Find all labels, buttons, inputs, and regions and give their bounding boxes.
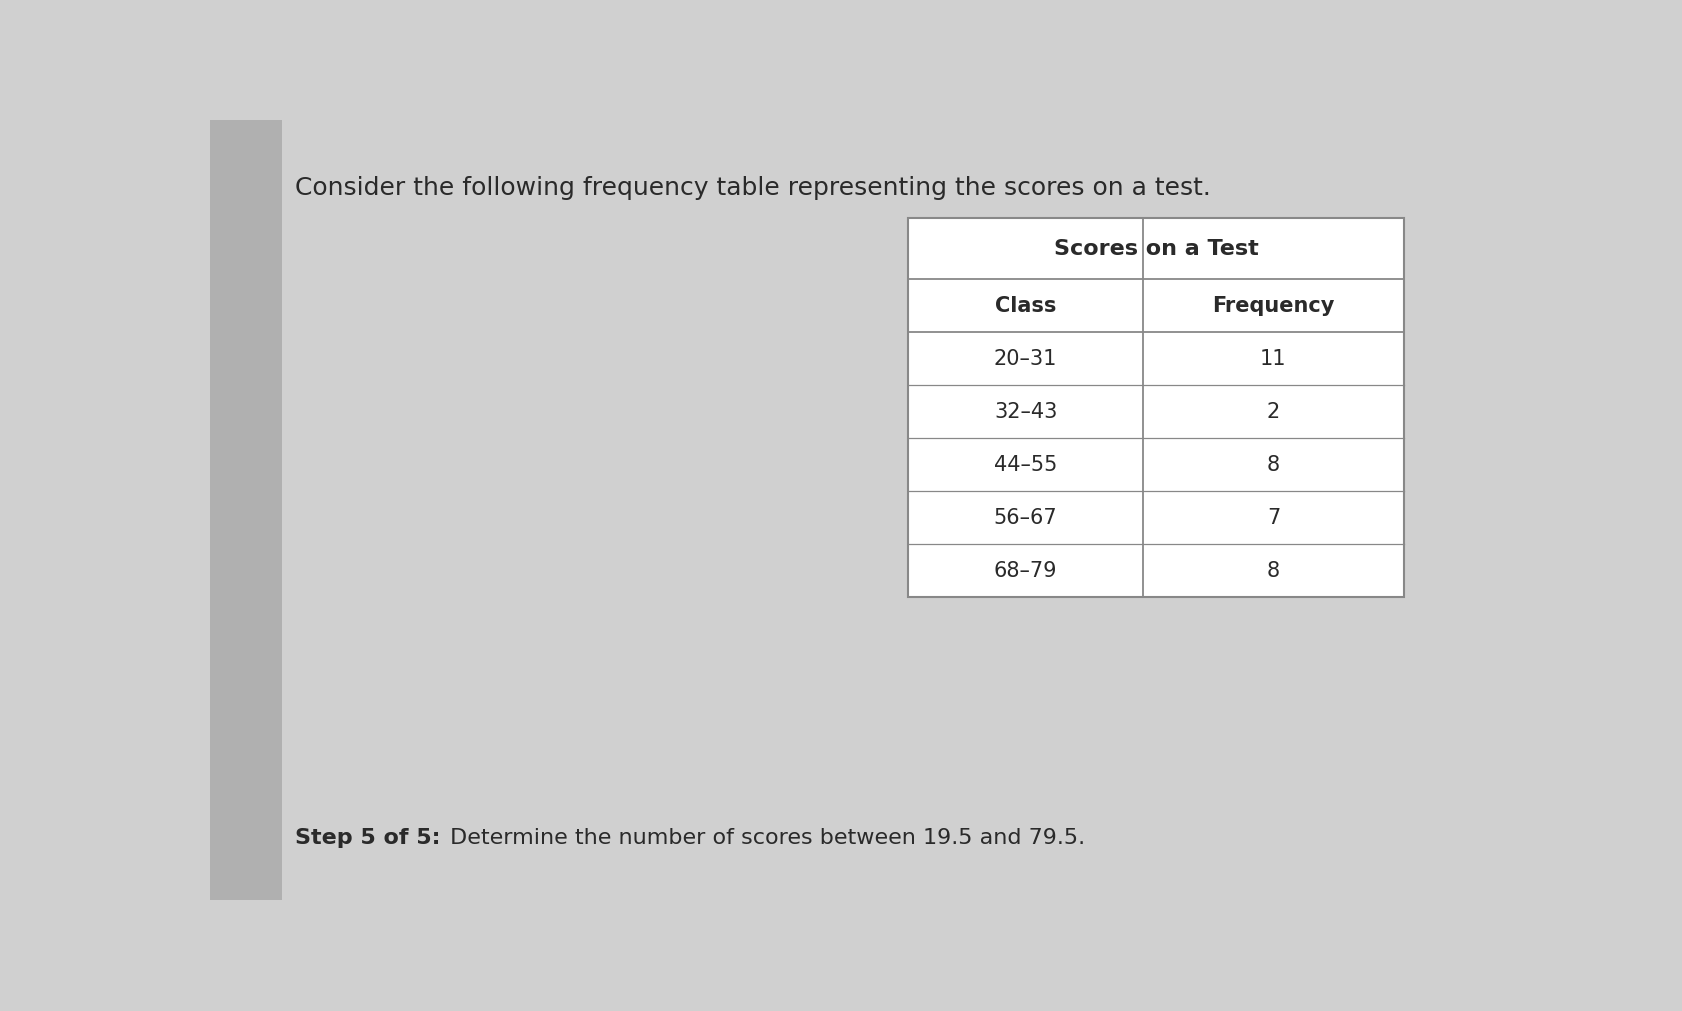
Text: Determine the number of scores between 19.5 and 79.5.: Determine the number of scores between 1… (442, 827, 1085, 847)
Text: 11: 11 (1260, 349, 1285, 369)
Text: Scores on a Test: Scores on a Test (1053, 239, 1258, 259)
Bar (210, 121, 283, 900)
Text: 32–43: 32–43 (994, 401, 1056, 422)
Text: 2: 2 (1267, 401, 1280, 422)
Text: 8: 8 (1267, 560, 1280, 580)
Text: 44–55: 44–55 (994, 455, 1056, 474)
Text: 68–79: 68–79 (994, 560, 1056, 580)
Text: 8: 8 (1267, 455, 1280, 474)
Text: 7: 7 (1267, 508, 1280, 528)
Text: Step 5 of 5:: Step 5 of 5: (294, 827, 441, 847)
Text: 56–67: 56–67 (992, 508, 1056, 528)
Text: 20–31: 20–31 (994, 349, 1056, 369)
Text: Consider the following frequency table representing the scores on a test.: Consider the following frequency table r… (294, 176, 1211, 200)
Text: Class: Class (994, 296, 1056, 315)
Text: Frequency: Frequency (1211, 296, 1334, 315)
